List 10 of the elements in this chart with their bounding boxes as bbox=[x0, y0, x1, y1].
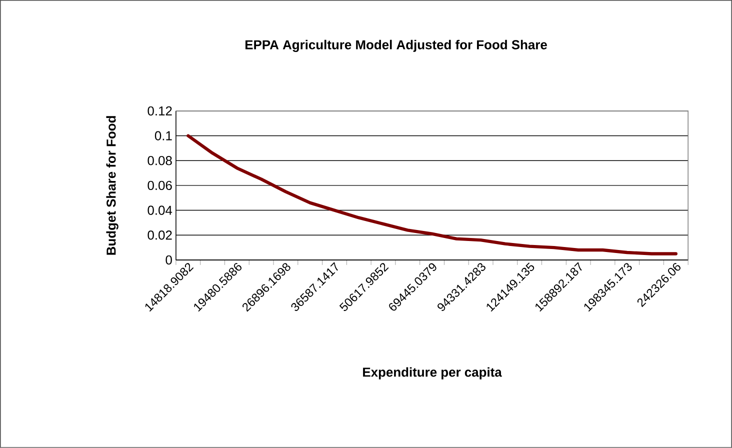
y-axis-title: Budget Share for Food bbox=[106, 116, 118, 255]
y-tick-label: 0.08 bbox=[148, 156, 172, 166]
y-tick-label: 0.06 bbox=[148, 180, 172, 190]
chart-title: EPPA Agriculture Model Adjusted for Food Share bbox=[245, 40, 547, 52]
y-tick-label: 0.1 bbox=[154, 131, 172, 140]
x-axis-title: Expenditure per capita bbox=[363, 367, 502, 380]
y-tick-label: 0 bbox=[166, 255, 172, 265]
y-tick-label: 0.04 bbox=[148, 206, 172, 215]
y-tick-label: 0.12 bbox=[148, 106, 172, 116]
y-tick-label: 0.02 bbox=[148, 230, 172, 240]
